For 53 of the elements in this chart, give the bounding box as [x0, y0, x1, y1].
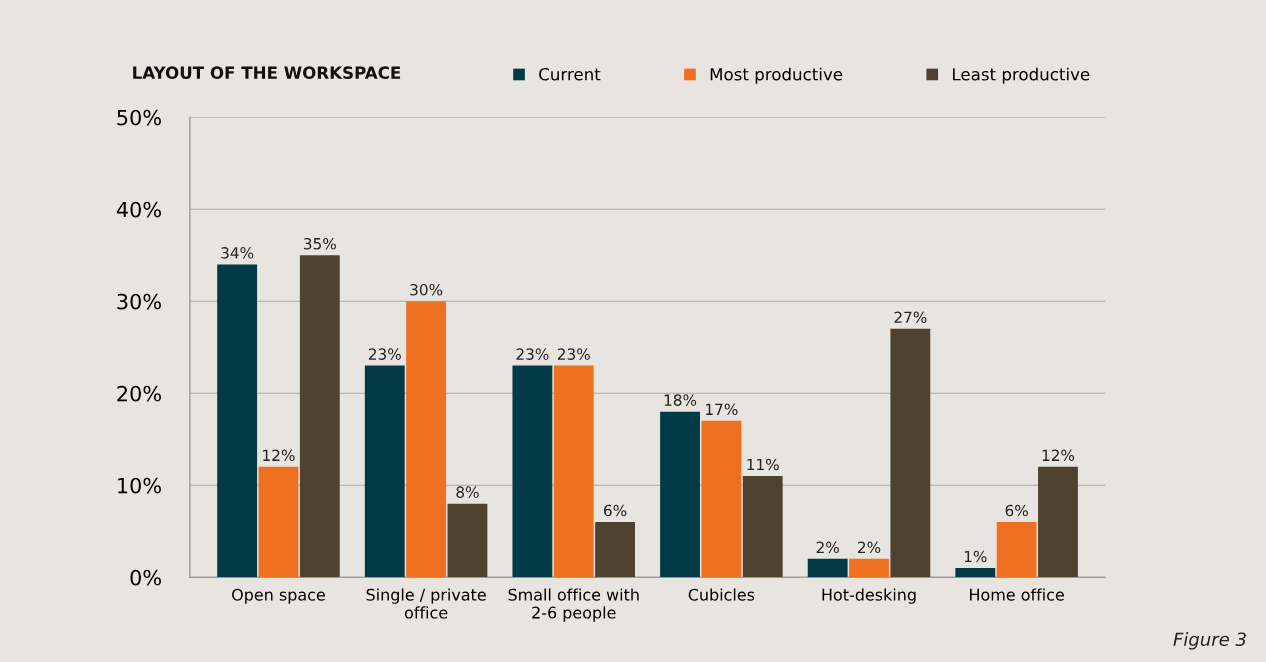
data-label: 6%: [1005, 504, 1028, 517]
bar: [217, 264, 258, 578]
y-tick-label: 30%: [117, 293, 161, 310]
data-label: 12%: [1042, 449, 1075, 462]
x-tick-label: Home office: [970, 588, 1064, 601]
bar: [807, 558, 848, 578]
bar: [553, 365, 594, 578]
bar: [406, 301, 447, 578]
bar: [258, 466, 299, 578]
data-label: 2%: [816, 541, 839, 554]
bar: [364, 365, 405, 578]
x-tick-label: Single / private office: [366, 588, 486, 619]
data-label: 23%: [368, 348, 401, 360]
data-label: 23%: [516, 348, 549, 360]
data-label: 27%: [894, 311, 927, 324]
bar: [660, 411, 700, 578]
bar: [701, 420, 742, 578]
chart-title: LAYOUT OF THE WORKSPACE: [133, 66, 401, 79]
y-tick-label: 40%: [116, 201, 161, 218]
data-label: 12%: [263, 449, 295, 462]
data-label: 17%: [706, 403, 738, 416]
legend-label: Least productive: [953, 67, 1090, 84]
bar: [1038, 466, 1078, 578]
data-label: 2%: [858, 541, 881, 554]
bar: [447, 503, 488, 578]
y-tick-label: 50%: [117, 109, 161, 126]
data-label: 30%: [410, 283, 443, 296]
bar: [890, 328, 931, 578]
data-label: 1%: [964, 550, 987, 563]
caption: Figure 3: [1173, 632, 1246, 650]
bar: [996, 522, 1037, 578]
data-label: 35%: [304, 237, 336, 250]
x-tick-label: Hot-desking: [822, 588, 916, 604]
legend-label: Current: [539, 67, 601, 81]
data-label: 18%: [664, 394, 697, 406]
data-label: 6%: [604, 504, 627, 517]
bar: [955, 568, 996, 578]
x-tick-label: Small office with 2-6 people: [508, 588, 639, 622]
bar: [742, 476, 783, 578]
y-tick-label: 0%: [130, 569, 161, 586]
bar: [512, 365, 553, 578]
y-tick-label: 20%: [117, 385, 161, 402]
data-label: 8%: [456, 486, 479, 498]
x-tick-label: Open space: [232, 588, 325, 604]
data-label: 11%: [747, 458, 779, 471]
bar: [595, 522, 636, 578]
legend-label: Most productive: [710, 67, 843, 84]
bar: [849, 558, 889, 578]
data-label: 34%: [221, 247, 254, 259]
y-tick-label: 10%: [118, 477, 161, 494]
data-label: 23%: [557, 348, 590, 360]
bar: [299, 255, 340, 578]
x-tick-label: Cubicles: [688, 588, 755, 601]
